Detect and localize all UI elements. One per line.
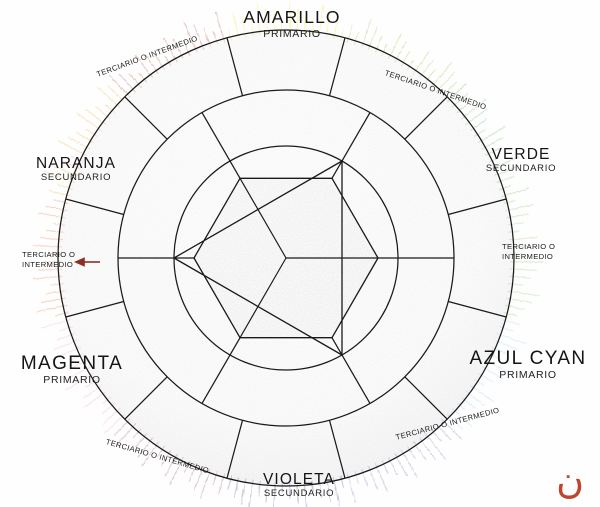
- ink-line: [328, 37, 346, 96]
- label-violeta-kind: SECUNDARIO: [263, 488, 335, 500]
- crayon-stroke: [509, 261, 543, 263]
- crayon-stroke: [163, 37, 178, 63]
- crayon-stroke: [496, 332, 527, 345]
- crayon-stroke: [50, 346, 81, 361]
- crayon-stroke: [491, 156, 520, 170]
- label-verde: VERDE SECUNDARIO: [468, 146, 574, 175]
- crayon-stroke: [424, 433, 447, 460]
- ink-line: [328, 420, 346, 479]
- crayon-stroke: [360, 18, 373, 48]
- ink-line: [65, 300, 124, 318]
- label-naranja-kind: SECUNDARIO: [40, 172, 112, 184]
- crayon-stroke: [469, 385, 495, 403]
- crayon-stroke: [507, 290, 540, 297]
- label-azul-cyan-kind: PRIMARIO: [499, 369, 557, 382]
- crayon-stroke: [441, 418, 462, 440]
- crayon-stroke: [430, 61, 453, 88]
- crayon-stroke: [83, 390, 107, 409]
- crayon-stroke: [256, 2, 261, 36]
- crayon-stroke: [477, 126, 506, 144]
- crayon-stroke: [115, 423, 136, 446]
- label-terciario-left-line1: TERCIARIO O: [22, 250, 76, 259]
- crayon-stroke: [374, 463, 388, 493]
- crayon-stroke: [134, 54, 154, 79]
- ink-outlines: [57, 29, 515, 487]
- crayon-stroke: [303, 481, 307, 507]
- label-amarillo-name: AMARILLO: [243, 7, 341, 27]
- label-azul-cyan: AZUL CYAN PRIMARIO: [462, 348, 594, 382]
- label-verde-name: VERDE: [491, 146, 551, 163]
- ink-line: [448, 300, 507, 318]
- ink-circle: [57, 29, 515, 487]
- ink-line: [330, 112, 371, 180]
- crayon-stroke: [346, 473, 357, 503]
- ink-line: [404, 96, 448, 140]
- label-verde-kind: SECUNDARIO: [485, 163, 557, 175]
- label-magenta-kind: PRIMARIO: [43, 374, 101, 387]
- crayon-stroke: [33, 245, 63, 248]
- label-magenta: MAGENTA PRIMARIO: [8, 353, 136, 387]
- label-naranja-name: NARANJA: [35, 155, 117, 172]
- crayon-stroke: [332, 476, 341, 507]
- crayon-stroke: [451, 408, 474, 428]
- crayon-stroke: [169, 457, 185, 486]
- crayon-stroke: [461, 98, 487, 120]
- crayon-stroke: [289, 2, 291, 35]
- label-terciario-right-line2: INTERMEDIO: [502, 251, 554, 261]
- crayon-stroke: [199, 468, 212, 500]
- crayon-stroke: [58, 140, 87, 157]
- ink-line: [239, 257, 287, 338]
- crayon-stroke: [509, 236, 538, 241]
- crayon-stroke: [37, 212, 66, 219]
- label-terciario-left: TERCIARIO O INTERMEDIO: [22, 250, 84, 269]
- ink-line: [124, 376, 168, 420]
- label-terciario-right: TERCIARIO O INTERMEDIO: [502, 242, 564, 261]
- ink-line: [330, 336, 371, 404]
- crayon-stroke: [504, 204, 534, 212]
- label-naranja: NARANJA SECUNDARIO: [20, 155, 132, 184]
- ink-line: [201, 336, 242, 404]
- crayon-stroke: [140, 441, 159, 468]
- crayon-stroke: [97, 87, 121, 108]
- ink-line: [226, 420, 244, 479]
- ink-line: [404, 376, 448, 420]
- ink-line: [448, 198, 507, 216]
- ink-line: [193, 177, 379, 339]
- crayon-stroke: [76, 112, 103, 131]
- crayon-stroke: [232, 11, 240, 40]
- label-azul-cyan-name: AZUL CYAN: [469, 348, 587, 369]
- crayon-stroke: [43, 170, 76, 184]
- label-terciario-right-line1: TERCIARIO O: [502, 242, 556, 251]
- label-terciario-left-line2: INTERMEDIO: [22, 259, 74, 269]
- ink-line: [65, 198, 124, 216]
- crayon-stroke: [273, 481, 276, 507]
- label-amarillo-kind: PRIMARIO: [263, 27, 321, 40]
- crayon-stroke: [501, 188, 530, 198]
- label-violeta: VIOLETA SECUNDARIO: [243, 471, 355, 500]
- crayon-stroke: [485, 359, 513, 375]
- crayon-stroke: [318, 5, 324, 37]
- crayon-stroke: [215, 11, 226, 43]
- crayon-stroke: [183, 21, 198, 53]
- crayon-stroke: [103, 413, 126, 435]
- signature-watermark: ن: [556, 458, 584, 502]
- crayon-stroke: [108, 75, 131, 98]
- label-magenta-name: MAGENTA: [20, 353, 124, 374]
- label-amarillo: AMARILLO PRIMARIO: [232, 7, 352, 40]
- ink-line: [124, 96, 168, 140]
- crayon-stroke: [65, 372, 95, 391]
- crayon-stroke: [413, 50, 430, 75]
- label-violeta-name: VIOLETA: [262, 471, 336, 488]
- crayon-stroke: [32, 275, 63, 280]
- ink-line: [239, 178, 287, 259]
- crayon-stroke: [36, 304, 68, 313]
- crayon-stroke: [40, 318, 71, 329]
- crayon-stroke: [400, 449, 419, 478]
- crayon-stroke: [387, 32, 403, 59]
- ink-line: [226, 37, 244, 96]
- ink-line: [201, 112, 242, 180]
